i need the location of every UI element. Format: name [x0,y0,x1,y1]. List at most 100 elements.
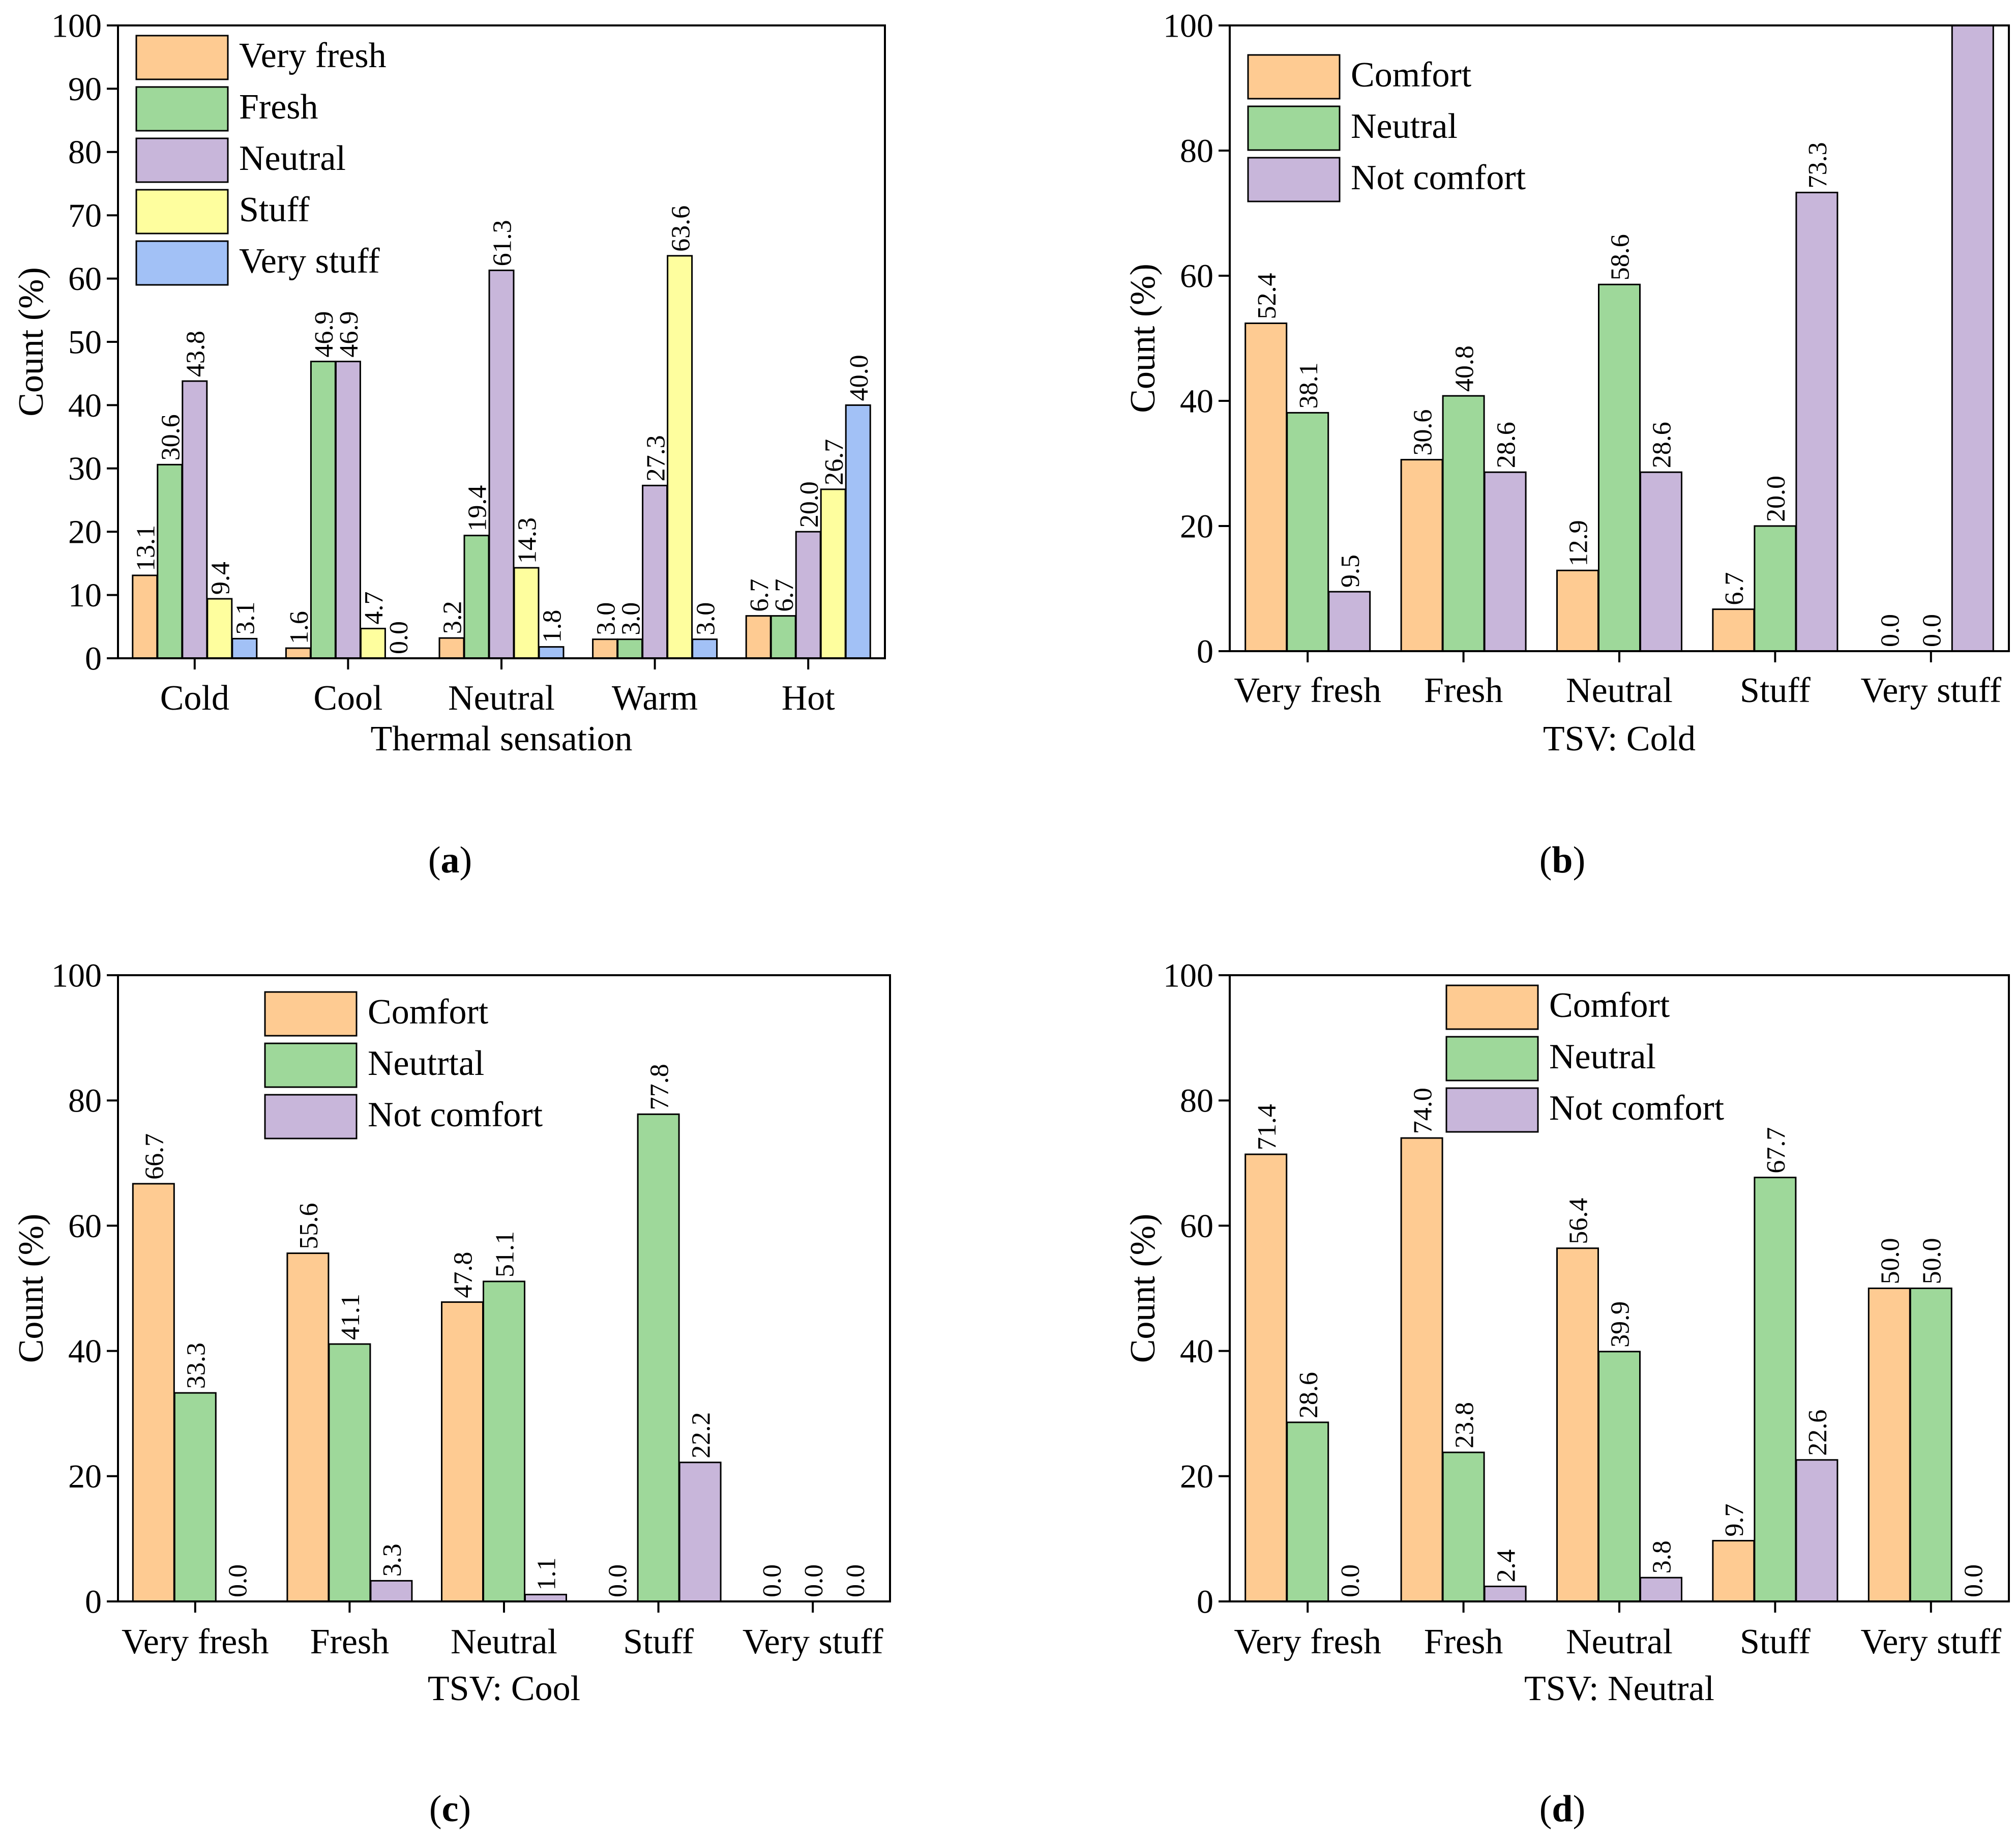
legend-label: Comfort [368,993,489,1032]
data-label: 27.3 [641,435,670,481]
legend-swatch [135,86,229,132]
legend-swatch [135,240,229,286]
bar-stuff-cool [360,628,386,659]
y-tick-label: 60 [68,1208,102,1245]
data-label: 2.4 [1492,1549,1521,1582]
x-tick-label: Stuff [623,1622,694,1661]
data-label: 3.0 [691,602,720,635]
data-label: 52.4 [1253,273,1282,319]
bar-not-comfort-neutral [524,1593,567,1602]
data-label: 43.8 [182,331,211,377]
data-label: 23.8 [1450,1402,1479,1448]
data-label: 22.2 [687,1412,716,1458]
data-label: 26.7 [820,439,849,485]
data-label: 46.9 [335,311,364,358]
bar-neutrtal-neutral [483,1280,525,1602]
legend-label: Comfort [1351,55,1472,95]
data-label: 38.1 [1294,362,1323,408]
bar-comfort-stuff [1712,1540,1755,1602]
data-label: 3.1 [231,601,260,634]
x-tick-label: Fresh [310,1622,390,1661]
data-label: 58.6 [1606,234,1635,280]
y-tick-label: 100 [51,7,102,44]
legend-swatch [135,137,229,183]
y-tick-label: 40 [1180,383,1213,420]
data-label: 0.0 [1918,614,1947,647]
panel-id: c [442,1788,459,1830]
legend-swatch [135,189,229,235]
y-axis-title: Count (%) [1123,264,1163,413]
legend-label: Neutrtal [368,1044,484,1083]
bar-stuff-warm [667,255,693,659]
x-tick-label: Very stuff [1860,1622,2001,1661]
y-tick-label: 80 [1180,132,1213,169]
legend-label: Stuff [239,190,310,229]
data-label: 51.1 [491,1231,520,1277]
bar-comfort-neutral [441,1301,484,1602]
legend-swatch [1247,54,1341,100]
data-label: 6.7 [745,579,774,612]
x-tick-label: Very fresh [122,1622,269,1661]
y-tick-label: 90 [68,71,102,108]
data-label: 0.0 [1336,1564,1365,1597]
data-label: 1.1 [532,1557,561,1590]
bar-comfort-very-fresh [1244,322,1288,652]
bar-not-comfort-fresh [1484,471,1527,652]
bar-very-fresh-cool [285,647,311,659]
x-tick-label: Cool [313,679,382,718]
y-tick-label: 40 [1180,1333,1213,1370]
bar-neutral-fresh [1442,395,1485,652]
y-tick-label: 60 [1180,1208,1213,1245]
data-label: 50.0 [1876,1238,1905,1285]
y-tick-label: 60 [68,260,102,298]
bar-not-comfort-fresh [1484,1585,1527,1602]
y-tick-label: 40 [68,387,102,424]
bar-neutral-stuff [1754,1177,1797,1602]
chart-panel-b: 52.4 30.6 12.9 6.7 0.0 38.1 40.8 58.6 20.0 0.0 9.5… [1123,7,2010,881]
x-tick-label: Stuff [1740,671,1811,710]
x-tick-label: Very fresh [1234,671,1381,710]
bar-not-comfort-very-stuff [1951,24,1994,652]
bar-not-comfort-stuff [1795,1459,1839,1602]
bar-neutral-warm [642,484,668,659]
data-label: 0.0 [1876,614,1905,647]
y-tick-label: 30 [68,450,102,487]
bar-neutral-neutral [488,269,515,659]
bar-very-stuff-hot [845,404,871,659]
bar-very-stuff-warm [692,638,718,659]
y-tick-label: 0 [85,640,102,677]
bar-neutral-stuff [1754,525,1797,652]
panel-caption: (a) [428,839,472,881]
bar-comfort-very-fresh [1244,1153,1288,1602]
data-label: 67.7 [1762,1127,1791,1174]
bar-fresh-neutral [463,535,490,659]
x-tick-label: Very fresh [1234,1622,1381,1661]
data-label: 6.7 [770,579,799,612]
data-label: 9.4 [206,562,235,595]
data-label: 0.0 [224,1564,253,1597]
bar-not-comfort-fresh [370,1580,413,1602]
legend-label: Neutral [1351,107,1458,146]
y-tick-label: 20 [68,514,102,551]
legend: Comfort Neutral Not comfort [1247,54,1526,202]
y-tick-label: 20 [1180,508,1213,545]
bar-neutral-fresh [1442,1451,1485,1602]
bar-neutral-hot [795,531,821,659]
bar-very-fresh-hot [745,615,772,659]
data-label: 28.6 [1648,422,1677,468]
legend-swatch [264,991,358,1037]
data-label: 33.3 [182,1342,211,1389]
x-tick-label: Cold [160,679,229,718]
legend-swatch [264,1042,358,1088]
bar-fresh-warm [617,638,643,659]
data-label: 20.0 [795,481,824,528]
data-label: 73.3 [1803,142,1832,188]
panel-id: d [1552,1788,1573,1830]
legend-swatch [135,35,229,80]
data-label: 9.5 [1336,554,1365,588]
y-tick-label: 100 [1163,7,1213,44]
bar-fresh-cool [310,361,336,659]
x-tick-label: Neutral [451,1622,557,1661]
data-label: 3.8 [1648,1540,1677,1573]
